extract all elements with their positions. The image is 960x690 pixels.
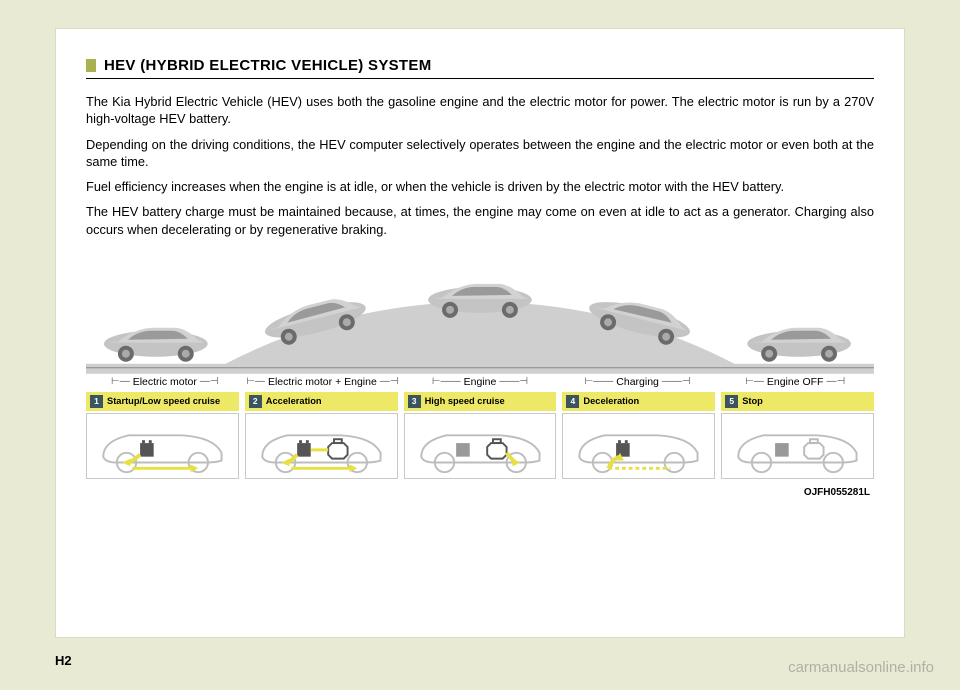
stage-header: 5 Stop bbox=[721, 392, 874, 411]
car-icon bbox=[747, 328, 851, 362]
mode-label: ⊢—Electric motor + Engine—⊣ bbox=[244, 376, 402, 388]
battery-icon bbox=[616, 443, 630, 457]
car-icon bbox=[104, 328, 208, 362]
stage-header: 2 Acceleration bbox=[245, 392, 398, 411]
mode-label-text: Engine bbox=[464, 376, 497, 388]
stage-number-badge: 2 bbox=[249, 395, 262, 408]
panel-svg bbox=[246, 414, 397, 478]
battery-icon bbox=[456, 443, 470, 457]
car-outline-icon bbox=[421, 435, 539, 472]
schematic-panel bbox=[245, 413, 398, 479]
mode-label: ⊢——Charging——⊣ bbox=[559, 376, 717, 388]
panel-svg bbox=[722, 414, 873, 478]
panel-svg bbox=[405, 414, 556, 478]
engine-icon bbox=[804, 439, 823, 458]
battery-icon bbox=[140, 443, 154, 457]
mode-label: ⊢—Electric motor—⊣ bbox=[86, 376, 244, 388]
mode-label-text: Electric motor + Engine bbox=[268, 376, 377, 388]
hill-svg bbox=[86, 256, 874, 374]
schematic-panel bbox=[86, 413, 239, 479]
schematic-panel bbox=[562, 413, 715, 479]
car-outline-icon bbox=[103, 435, 221, 472]
schematic-panel bbox=[721, 413, 874, 479]
engine-icon bbox=[328, 439, 347, 458]
car-outline-icon bbox=[738, 435, 856, 472]
image-reference: OJFH055281L bbox=[86, 487, 874, 498]
stage-label: Startup/Low speed cruise bbox=[107, 396, 220, 406]
mode-label-text: Charging bbox=[616, 376, 659, 388]
panel-svg bbox=[87, 414, 238, 478]
battery-icon bbox=[775, 443, 789, 457]
stage-number-badge: 3 bbox=[408, 395, 421, 408]
stage-header: 3 High speed cruise bbox=[404, 392, 557, 411]
paragraph: Depending on the driving conditions, the… bbox=[86, 136, 874, 171]
stage-label: High speed cruise bbox=[425, 396, 505, 406]
engine-icon bbox=[487, 439, 506, 458]
car-outline-icon bbox=[580, 435, 698, 472]
mode-labels-row: ⊢—Electric motor—⊣ ⊢—Electric motor + En… bbox=[86, 376, 874, 388]
stage-header: 1 Startup/Low speed cruise bbox=[86, 392, 239, 411]
stage-number-badge: 1 bbox=[90, 395, 103, 408]
stage-number-badge: 4 bbox=[566, 395, 579, 408]
schematic-panel bbox=[404, 413, 557, 479]
mode-label-text: Electric motor bbox=[133, 376, 197, 388]
stage-number-badge: 5 bbox=[725, 395, 738, 408]
stage-label: Acceleration bbox=[266, 396, 322, 406]
stage-header: 4 Deceleration bbox=[562, 392, 715, 411]
paragraph: Fuel efficiency increases when the engin… bbox=[86, 178, 874, 195]
mode-label-text: Engine OFF bbox=[767, 376, 824, 388]
car-icon bbox=[428, 284, 532, 318]
watermark: carmanualsonline.info bbox=[788, 659, 934, 676]
page-number: H2 bbox=[55, 653, 72, 668]
title-row: HEV (HYBRID ELECTRIC VEHICLE) SYSTEM bbox=[86, 57, 874, 79]
hev-diagram: ⊢—Electric motor—⊣ ⊢—Electric motor + En… bbox=[86, 256, 874, 498]
section-marker-icon bbox=[86, 59, 96, 72]
panel-row bbox=[86, 413, 874, 479]
mode-label: ⊢——Engine——⊣ bbox=[401, 376, 559, 388]
paragraph: The Kia Hybrid Electric Vehicle (HEV) us… bbox=[86, 93, 874, 128]
panel-svg bbox=[563, 414, 714, 478]
page-title: HEV (HYBRID ELECTRIC VEHICLE) SYSTEM bbox=[104, 57, 432, 74]
stage-header-row: 1 Startup/Low speed cruise 2 Acceleratio… bbox=[86, 392, 874, 411]
paragraph: The HEV battery charge must be maintaine… bbox=[86, 203, 874, 238]
mode-label: ⊢—Engine OFF—⊣ bbox=[716, 376, 874, 388]
hill-illustration bbox=[86, 256, 874, 374]
battery-icon bbox=[297, 443, 311, 457]
document-page: HEV (HYBRID ELECTRIC VEHICLE) SYSTEM The… bbox=[55, 28, 905, 638]
stage-label: Deceleration bbox=[583, 396, 639, 406]
stage-label: Stop bbox=[742, 396, 763, 406]
car-outline-icon bbox=[262, 435, 380, 472]
